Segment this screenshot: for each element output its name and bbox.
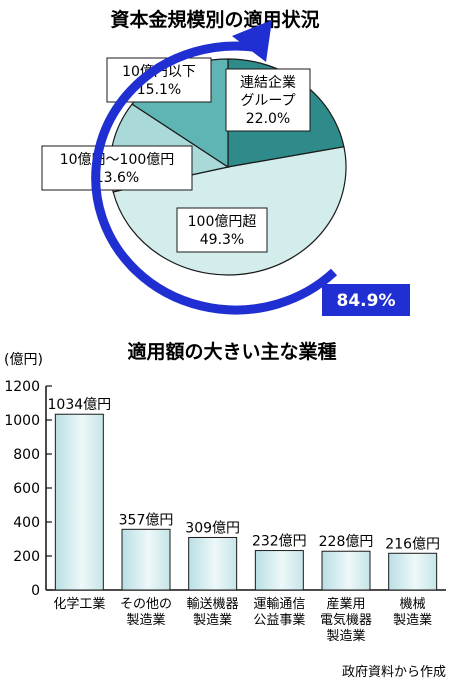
bar-axes: 0 200 400 600 800 1000 1200 [4,379,446,599]
share-callout-box [322,284,410,316]
share-arrow-arc [91,41,338,315]
bar-value-label: 309億円 [185,520,240,536]
bar [388,552,438,591]
y-tick-label: 0 [31,583,40,599]
share-arrow: 84.9% [91,20,410,316]
pie-slice-name: 100億円超 [188,214,257,230]
pie-slice-label: 100億円超 49.3% [176,207,268,253]
pie-label-box [225,68,311,132]
bar [254,550,304,591]
bar-value-label: 1034億円 [48,397,112,413]
pie-label-box [176,207,268,253]
y-tick-label: 600 [13,481,40,497]
x-category-label: その他の [120,597,172,612]
y-tick-label: 1000 [4,413,40,429]
pie-labels: 連結企業グループ22.0%100億円超49.3%10億円～100億円13.6%1… [41,57,311,253]
share-callout-text: 84.9% [337,291,396,311]
pie-slice-value: 22.0% [246,111,290,127]
share-arrow-head [232,20,272,62]
x-category-label: 製造業 [326,628,365,644]
pie-slice-value: 15.1% [137,82,181,98]
bar [321,550,371,591]
pie-slice-name: グループ [240,93,295,109]
x-category-label: 製造業 [193,612,232,628]
y-tick-label: 200 [13,549,40,565]
pie-slice-label: 10億円～100億円 13.6% [41,145,193,191]
bar [54,413,104,591]
bar [121,528,171,591]
pie-slice-name: 10億円～100億円 [60,152,175,168]
x-category-label: 電気機器 [320,612,372,628]
x-category-label: 製造業 [393,612,432,628]
x-category-label: 化学工業 [53,596,105,612]
x-category-label: 公益事業 [253,612,305,628]
y-axis-unit: (億円) [4,352,43,368]
pie-slice-name: 連結企業 [240,74,296,91]
bars: 1034億円化学工業357億円その他の製造業309億円輸送機器製造業232億円運… [48,397,441,644]
y-tick-label: 800 [13,447,40,463]
source-note: 政府資料から作成 [342,665,446,680]
pie-title: 資本金規模別の適用状況 [110,8,319,31]
y-tick-label: 1200 [4,379,40,395]
bar-value-label: 232億円 [252,534,307,550]
x-category-label: 運輸通信 [253,597,305,612]
bar [188,536,238,591]
bar-value-label: 228億円 [319,534,374,550]
bar-title: 適用額の大きい主な業種 [127,340,336,363]
bar-value-label: 357億円 [119,512,174,528]
pie-label-box [41,145,193,191]
x-category-label: 輸送機器 [187,597,239,612]
pie-slice-value: 13.6% [95,170,139,186]
bar-value-label: 216億円 [385,536,440,552]
x-category-label: 製造業 [126,612,165,628]
x-category-label: 機械 [400,597,426,612]
x-category-label: 産業用 [326,596,365,612]
pie-slice-value: 49.3% [200,232,244,248]
y-tick-label: 400 [13,515,40,531]
